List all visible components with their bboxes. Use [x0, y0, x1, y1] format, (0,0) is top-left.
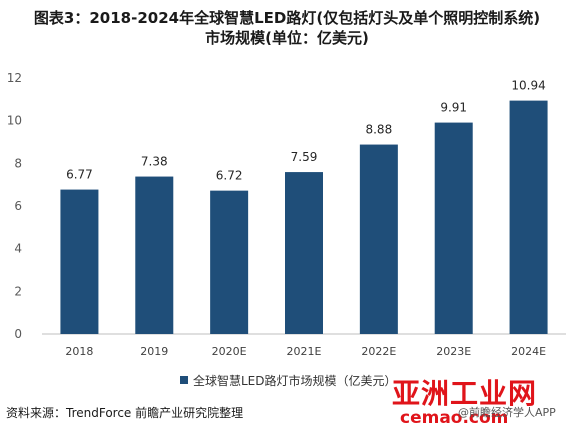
x-tick-label-2022E: 2022E — [361, 345, 396, 358]
bar-2018 — [60, 189, 99, 334]
x-tick-label-2019: 2019 — [140, 345, 168, 358]
bars — [60, 100, 548, 334]
chart-title: 图表3：2018-2024年全球智慧LED路灯(仅包括灯头及单个照明控制系统) … — [0, 8, 574, 48]
legend-label: 全球智慧LED路灯市场规模（亿美元） — [193, 373, 397, 388]
watermark-logo: 亚洲工业网 — [392, 377, 538, 410]
data-label-2023E: 9.91 — [440, 101, 467, 115]
x-tick-label-2021E: 2021E — [287, 345, 322, 358]
y-tick-label: 6 — [14, 199, 22, 213]
bar-2022E — [359, 144, 398, 334]
x-tick-label-2024E: 2024E — [511, 345, 546, 358]
data-label-2024E: 10.94 — [511, 79, 545, 93]
y-axis: 0 2 4 6 8 10 12 — [7, 71, 22, 341]
data-label-2022E: 8.88 — [365, 123, 392, 137]
y-tick-label: 0 — [14, 327, 22, 341]
bar-2019 — [135, 176, 174, 334]
x-axis-ticks: 2018 2019 2020E 2021E 2022E 2023E 2024E — [65, 345, 546, 358]
data-label-2019: 7.38 — [141, 155, 168, 169]
x-tick-label-2020E: 2020E — [212, 345, 247, 358]
x-tick-label-2023E: 2023E — [436, 345, 471, 358]
app-credit: @前瞻经济学人APP — [458, 406, 556, 419]
y-tick-label: 10 — [7, 114, 22, 128]
data-label-2021E: 7.59 — [291, 150, 318, 164]
y-tick-label: 8 — [14, 156, 22, 170]
bar-2020E — [210, 190, 249, 334]
watermark-url: cemao.com — [400, 408, 509, 428]
source-note: 资料来源：TrendForce 前瞻产业研究院整理 — [6, 406, 244, 420]
y-tick-label: 2 — [14, 284, 22, 298]
x-tick-label-2018: 2018 — [65, 345, 93, 358]
bar-2021E — [285, 172, 323, 334]
data-label-2020E: 6.72 — [216, 169, 243, 183]
y-tick-label: 4 — [14, 242, 22, 256]
legend-swatch — [180, 376, 188, 384]
data-labels: 6.77 7.38 6.72 7.59 8.88 9.91 10.94 — [66, 79, 546, 183]
bar-2023E — [434, 122, 473, 334]
y-tick-label: 12 — [7, 71, 22, 85]
chart-title-line-1: 图表3：2018-2024年全球智慧LED路灯(仅包括灯头及单个照明控制系统) — [33, 9, 541, 27]
bar-2024E — [509, 100, 548, 334]
legend: 全球智慧LED路灯市场规模（亿美元） — [180, 373, 397, 388]
data-label-2018: 6.77 — [66, 168, 93, 182]
chart-title-line-2: 市场规模(单位：亿美元) — [205, 29, 369, 47]
